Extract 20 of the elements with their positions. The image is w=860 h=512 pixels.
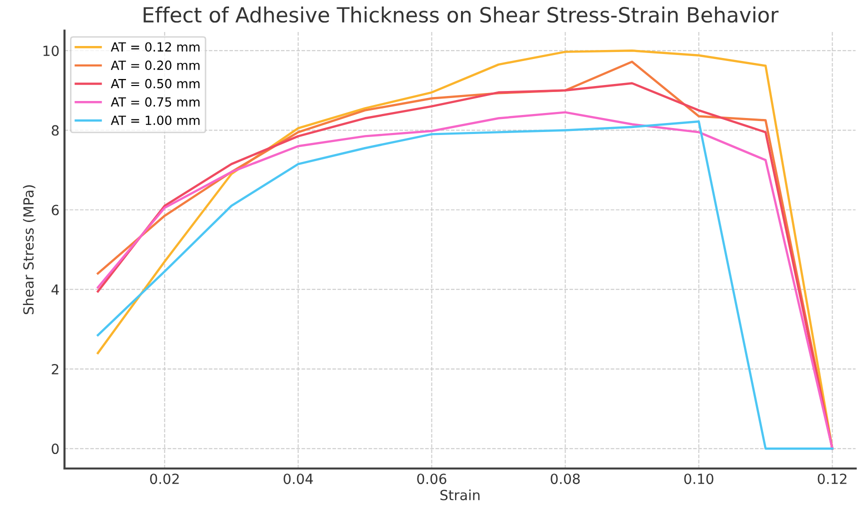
y-tick-label: 0	[52, 444, 59, 454]
y-tick-label: 4	[51, 284, 59, 295]
legend-label: AT = 0.75 mm	[110, 97, 200, 107]
x-tick-label: 0.02	[150, 474, 179, 484]
legend-label: AT = 0.20 mm	[110, 60, 200, 70]
x-axis-title: Strain	[440, 490, 480, 500]
legend-label: AT = 0.12 mm	[110, 42, 200, 52]
chart-title: Effect of Adhesive Thickness on Shear Stress-Strain Behavior	[144, 6, 779, 23]
legend-label: AT = 1.00 mm	[110, 116, 200, 126]
x-tick-label: 0.12	[818, 474, 846, 484]
y-tick-label: 6	[52, 204, 59, 216]
y-tick-label: 10	[43, 46, 59, 56]
y-tick-label: 2	[52, 364, 58, 374]
x-tick-label: 0.10	[684, 474, 714, 484]
x-tick-label: 0.04	[284, 474, 313, 484]
y-tick-label: 8	[52, 125, 59, 136]
x-tick-label: 0.06	[417, 474, 446, 484]
x-tick-label: 0.08	[550, 474, 580, 484]
legend-label: AT = 0.50 mm	[110, 78, 200, 88]
y-axis-title: Shear Stress (MPa)	[22, 185, 36, 314]
